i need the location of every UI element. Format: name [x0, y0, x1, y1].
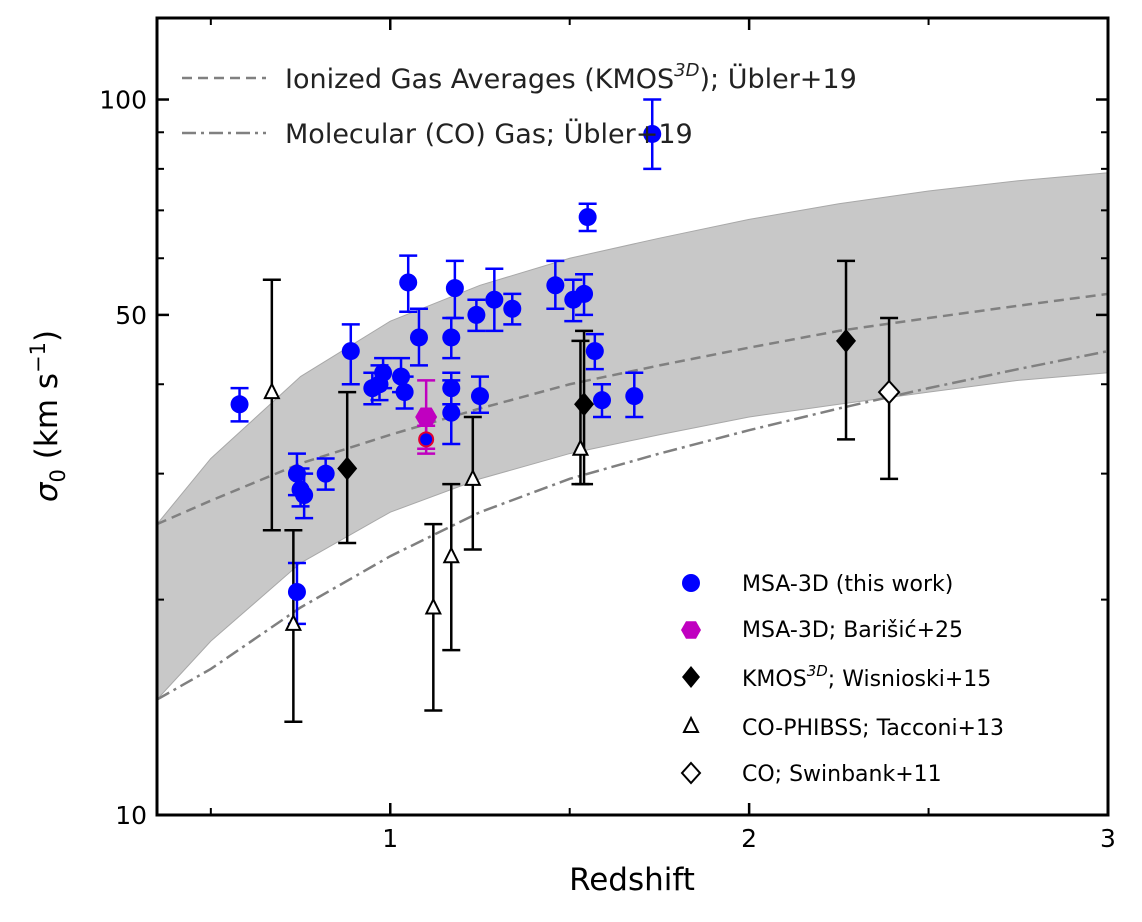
plot-frame [155, 16, 1110, 817]
point-msa3d [585, 342, 604, 361]
point-msa3d [442, 328, 461, 347]
point-msa3d [625, 387, 644, 406]
scatter-band-area [157, 172, 1108, 701]
point-msa3d [316, 464, 335, 483]
point-msa3d [442, 379, 461, 398]
legend-marker-barisic [681, 621, 701, 639]
tick-labels: 1 2 3 10 50 100 [99, 86, 1116, 853]
x-tick-label: 1 [382, 824, 398, 853]
legend-marker-phibss [682, 715, 700, 733]
point-msa3d [287, 464, 306, 483]
point-msa3d [374, 363, 393, 382]
point-msa3d [445, 279, 464, 298]
point-msa3d [230, 395, 249, 414]
point-msa3d [399, 273, 418, 292]
ionized-gas-curve [157, 292, 1108, 526]
point-msa3d [409, 328, 428, 347]
point-msa3d [467, 305, 486, 324]
point-msa3d [470, 387, 489, 406]
legend-label-kmos: KMOS3D; Wisnioski+15 [742, 662, 991, 692]
molecular-gas-curve [157, 349, 1108, 701]
legend-label-barisic: MSA-3D; Barišić+25 [742, 618, 963, 643]
x-tick-label: 3 [1100, 824, 1116, 853]
point-msa3d [592, 391, 611, 410]
point-msa3d [395, 383, 414, 402]
legend: MSA-3D (this work) MSA-3D; Barišić+25 KM… [680, 572, 1004, 787]
point-msa3d [503, 299, 522, 318]
legend-label-swinbank: CO; Swinbank+11 [742, 762, 942, 787]
legend-marker-msa3d [682, 574, 700, 592]
y-tick-label: 50 [115, 301, 147, 330]
point-swinbank [877, 379, 901, 405]
point-msa3d [341, 342, 360, 361]
point-msa3d [546, 276, 565, 295]
point-barisic-inner [418, 431, 435, 448]
scatter-band [157, 172, 1108, 701]
point-kmos [337, 456, 358, 481]
x-tick-label: 2 [741, 824, 757, 853]
point-msa3d [442, 403, 461, 422]
legend-marker-kmos [682, 666, 700, 688]
point-msa3d [295, 486, 314, 505]
model-curves [157, 292, 1108, 701]
data-points [230, 124, 901, 631]
y-tick-label: 100 [99, 86, 147, 115]
legend-marker-swinbank [680, 761, 702, 785]
point-phibss [263, 381, 281, 400]
point-kmos [574, 392, 595, 417]
legend-label-msa3d: MSA-3D (this work) [742, 572, 953, 597]
point-msa3d [485, 290, 504, 309]
legend-label-phibss: CO-PHIBSS; Tacconi+13 [742, 716, 1004, 741]
point-msa3d [287, 582, 306, 601]
y-tick-label: 10 [115, 801, 147, 830]
point-msa3d [575, 284, 594, 303]
x-axis-label: Redshift [569, 862, 695, 898]
point-barisic [415, 407, 438, 427]
top-legend: Ionized Gas Averages (KMOS3D); Übler+19 … [182, 60, 857, 150]
point-phibss [424, 597, 442, 615]
point-phibss [442, 545, 460, 564]
legend-label-molecular: Molecular (CO) Gas; Übler+19 [285, 118, 693, 150]
y-axis-label: σ0 (km s−1) [26, 330, 70, 502]
point-phibss [571, 438, 590, 456]
legend-label-ionized: Ionized Gas Averages (KMOS3D); Übler+19 [285, 60, 857, 95]
point-phibss [284, 613, 302, 631]
point-msa3d [643, 124, 662, 143]
point-kmos [836, 328, 857, 353]
point-msa3d [392, 367, 411, 386]
point-phibss [464, 468, 482, 486]
axis-ticks [157, 18, 1110, 817]
point-msa3d [578, 208, 597, 227]
